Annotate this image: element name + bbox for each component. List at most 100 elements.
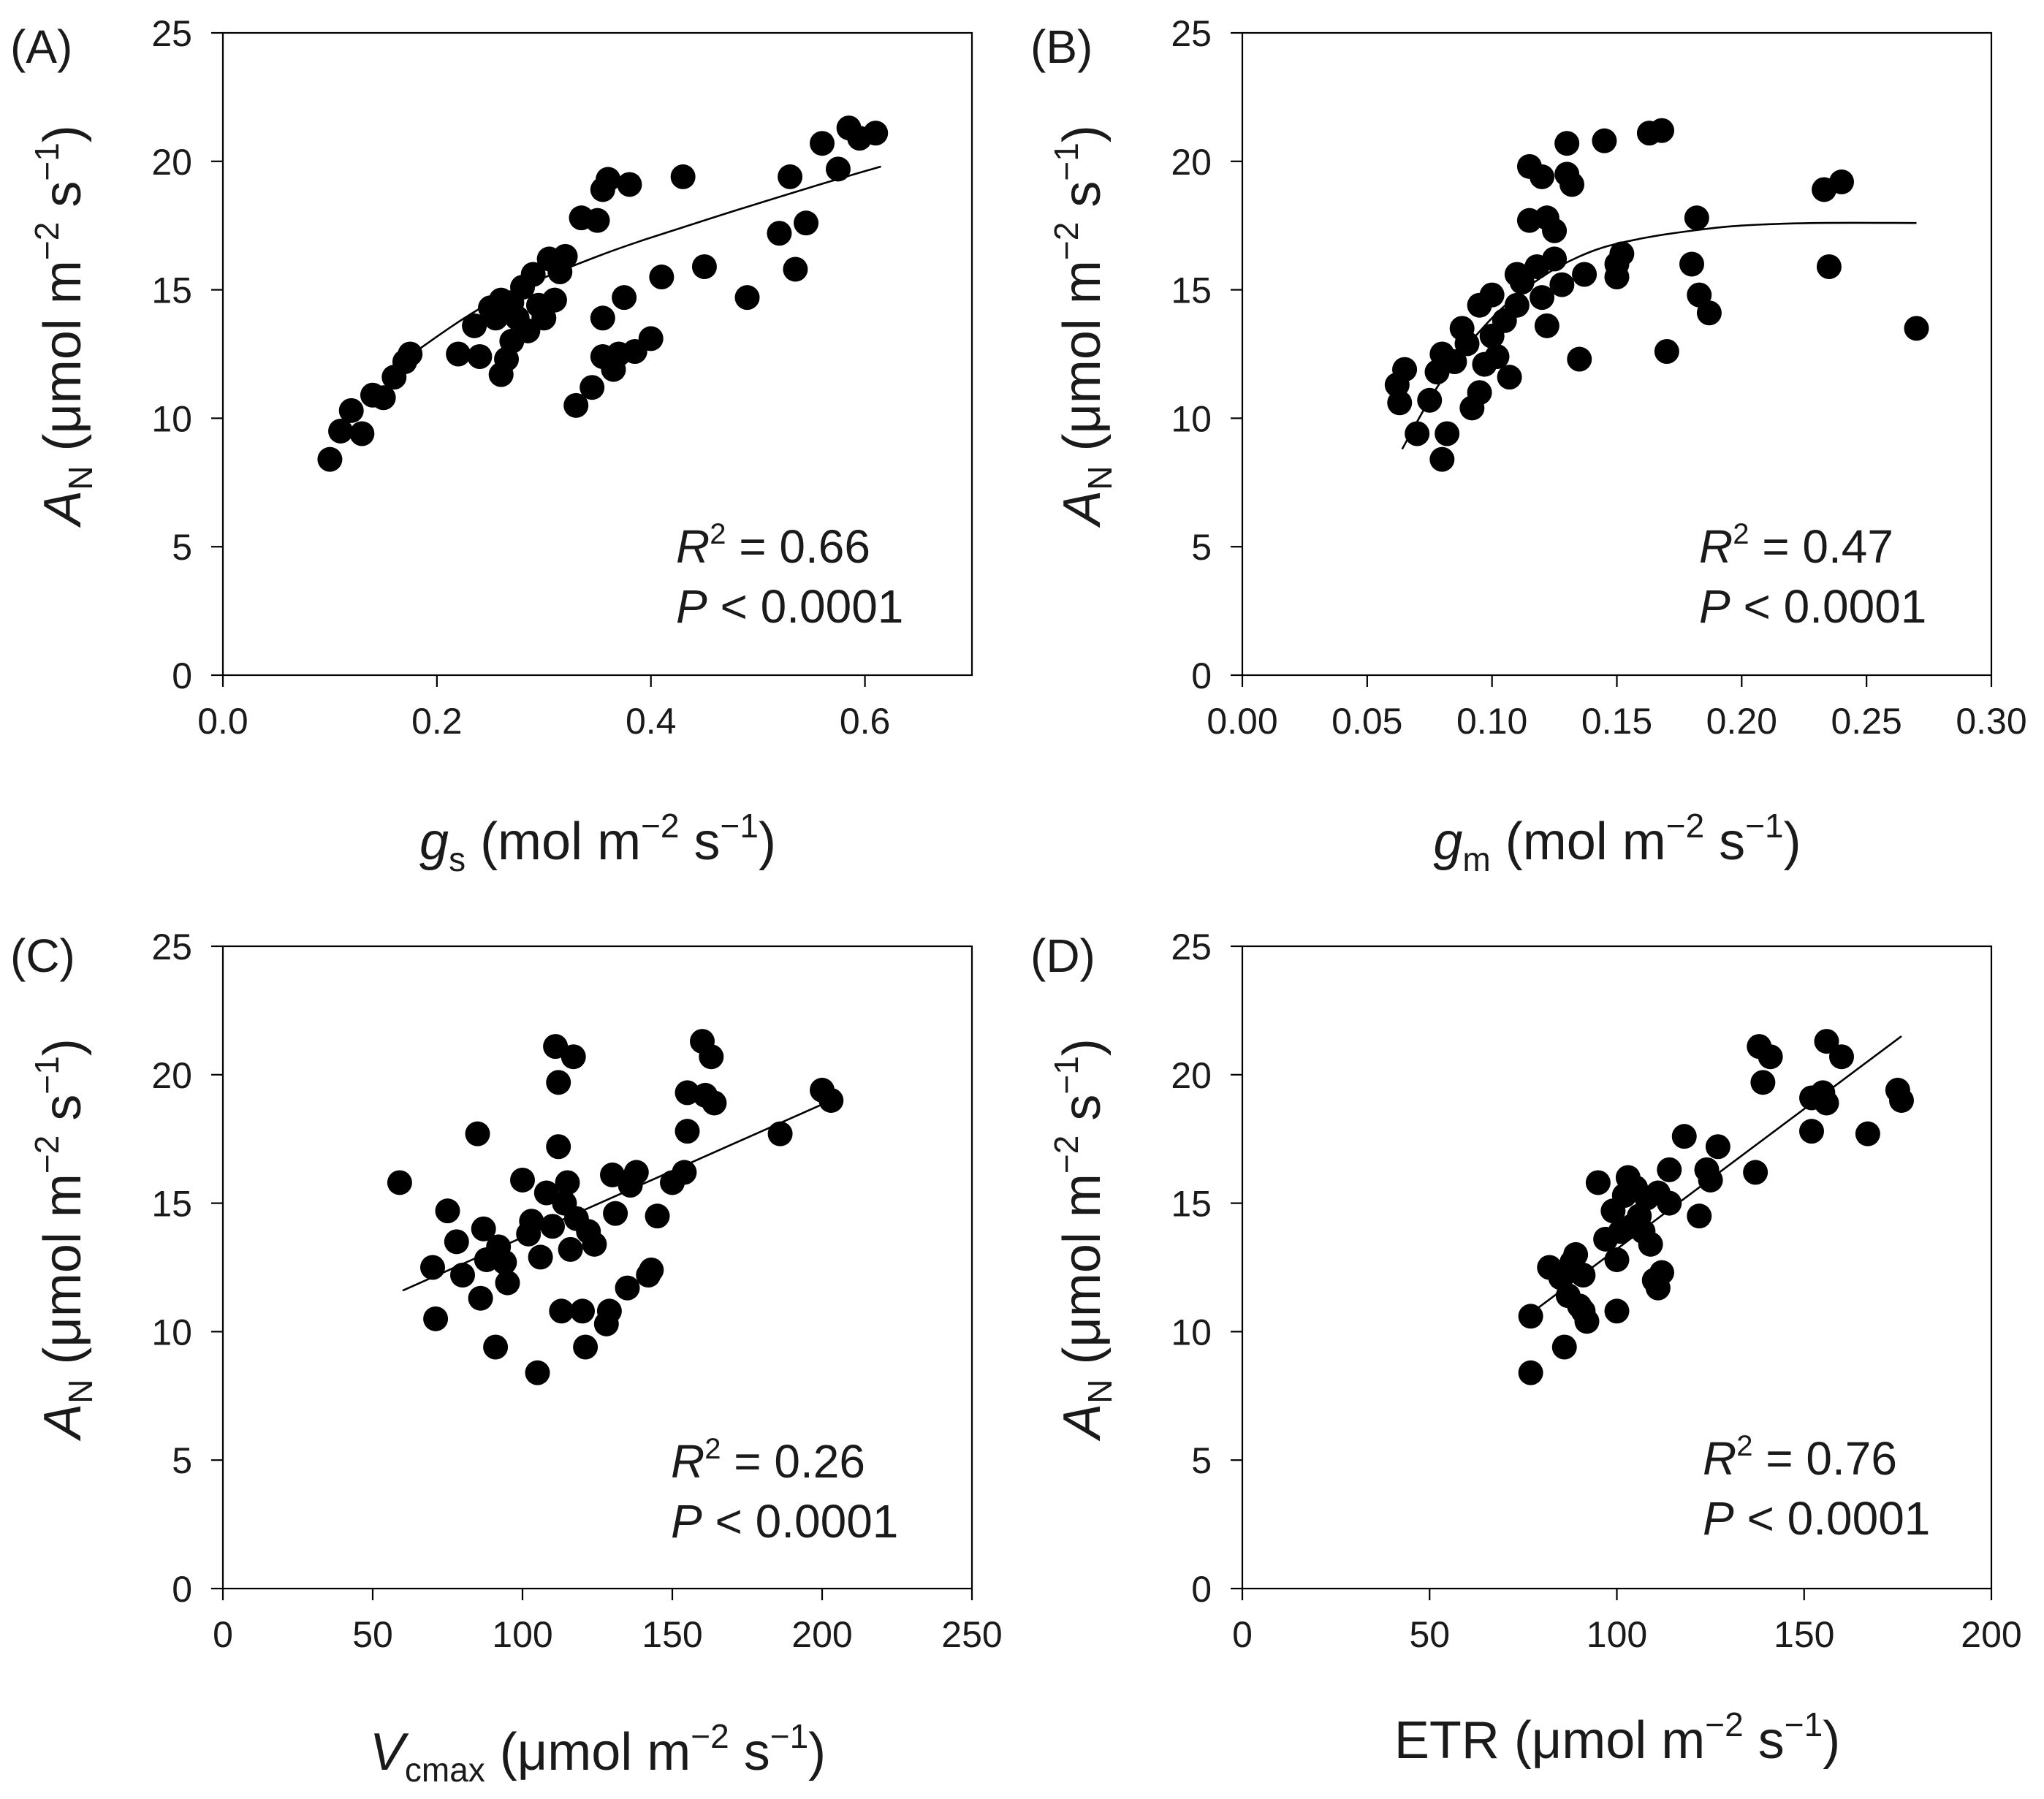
data-point <box>1657 1190 1682 1216</box>
data-point <box>465 1121 490 1146</box>
data-point <box>528 1244 553 1270</box>
data-point <box>615 1275 640 1301</box>
panel-d: (D) 0 50 100 150 200 0 5 10 15 20 25 R2 = 0.76 P <… <box>1030 927 2022 1770</box>
x-tick-label: 0.6 <box>840 701 891 742</box>
data-point <box>1484 344 1510 370</box>
data-point <box>649 265 675 290</box>
x-tick-label: 0.4 <box>626 701 677 742</box>
y-tick-label: 20 <box>1171 1055 1212 1096</box>
data-point <box>558 1236 583 1262</box>
y-axis-label: AN (μmol m−2 s−1) <box>28 125 99 528</box>
x-tick-label: 0.00 <box>1207 701 1277 742</box>
data-point <box>794 210 819 236</box>
data-point <box>446 341 471 367</box>
data-point <box>1750 1070 1776 1095</box>
data-point <box>1509 270 1535 295</box>
data-point <box>863 121 889 146</box>
data-point <box>549 1298 574 1324</box>
x-axis-label: ETR (μmol m−2 s−1) <box>1394 1705 1840 1770</box>
x-tick-label: 200 <box>791 1614 852 1655</box>
x-tick-label: 0.2 <box>411 701 463 742</box>
axis-ticks: 0.00 0.05 0.10 0.15 0.20 0.25 0.30 0 5 10 15 20 25 <box>1171 13 2026 742</box>
data-point <box>1405 421 1430 446</box>
data-point <box>462 313 487 338</box>
x-tick-label: 50 <box>1409 1614 1450 1655</box>
y-tick-label: 20 <box>1171 142 1212 183</box>
y-tick-label: 5 <box>1191 527 1212 568</box>
panel-b: (B) 0.00 0.05 0.10 0.15 0.20 0.25 0.30 0 5 10 15 20… <box>1030 13 2027 878</box>
data-point <box>570 1298 595 1324</box>
data-point <box>533 1180 559 1206</box>
data-point <box>1758 1044 1783 1070</box>
y-tick-label: 25 <box>1171 13 1212 54</box>
data-point <box>702 1090 727 1116</box>
data-point <box>1554 131 1580 156</box>
data-point <box>1454 331 1480 357</box>
data-point <box>1572 262 1597 287</box>
data-point <box>1467 380 1492 406</box>
x-tick-label: 50 <box>352 1614 393 1655</box>
data-point <box>543 1034 569 1060</box>
data-point <box>546 1134 571 1160</box>
y-tick-label: 0 <box>172 655 192 696</box>
x-tick-label: 100 <box>492 1614 552 1655</box>
data-point <box>420 1255 445 1280</box>
y-tick-label: 20 <box>151 1055 192 1096</box>
p-value-label: P < 0.0001 <box>1699 580 1926 633</box>
plot-frame <box>221 945 973 1590</box>
data-point <box>1816 254 1842 279</box>
r-squared-label: R2 = 0.26 <box>671 1433 865 1488</box>
data-point <box>603 1201 628 1226</box>
x-tick-label: 150 <box>642 1614 702 1655</box>
data-point <box>691 254 717 279</box>
x-tick-label: 0.10 <box>1456 701 1527 742</box>
x-tick-label: 0.15 <box>1581 701 1652 742</box>
data-point <box>1671 1124 1697 1149</box>
data-point <box>1679 251 1704 277</box>
data-point <box>546 1070 571 1095</box>
data-point <box>398 341 423 367</box>
panel-label: (D) <box>1030 929 1095 982</box>
data-point <box>1604 1298 1630 1324</box>
data-point <box>1497 365 1522 390</box>
data-point <box>561 1044 586 1070</box>
y-tick-label: 10 <box>151 1312 192 1353</box>
data-point <box>1638 1231 1663 1257</box>
data-point <box>670 164 696 189</box>
data-points <box>1518 1029 1914 1385</box>
data-point <box>317 446 343 472</box>
data-point <box>623 1160 649 1185</box>
y-tick-label: 5 <box>1191 1440 1212 1481</box>
axis-ticks: 0 50 100 150 200 0 5 10 15 20 25 <box>1171 927 2021 1655</box>
data-point <box>1889 1087 1914 1113</box>
data-point <box>818 1087 844 1113</box>
data-point <box>1518 1304 1543 1329</box>
data-point <box>1530 164 1554 189</box>
data-point <box>1392 357 1418 382</box>
x-tick-label: 200 <box>1961 1614 2021 1655</box>
data-point <box>1551 1334 1577 1360</box>
data-points <box>317 115 889 472</box>
data-point <box>1429 446 1455 472</box>
data-point <box>580 375 605 400</box>
panel-label: (B) <box>1030 20 1093 73</box>
data-point <box>612 285 637 311</box>
data-point <box>582 1231 607 1257</box>
plot-frame <box>1241 31 1993 677</box>
data-points <box>1384 118 1929 472</box>
y-axis-label: AN (μmol m−2 s−1) <box>1047 1038 1119 1442</box>
plot-frame <box>221 31 973 677</box>
y-tick-label: 25 <box>151 927 192 967</box>
data-point <box>1542 246 1568 272</box>
data-point <box>519 1209 544 1234</box>
data-point <box>1829 169 1854 194</box>
data-point <box>1684 205 1709 231</box>
data-point <box>639 1258 664 1283</box>
x-tick-label: 0.05 <box>1331 701 1402 742</box>
data-point <box>531 305 557 331</box>
y-tick-label: 10 <box>151 398 192 439</box>
data-point <box>1604 1247 1630 1272</box>
data-point <box>510 1167 535 1193</box>
data-point <box>767 1121 793 1146</box>
y-tick-label: 15 <box>1171 270 1212 311</box>
